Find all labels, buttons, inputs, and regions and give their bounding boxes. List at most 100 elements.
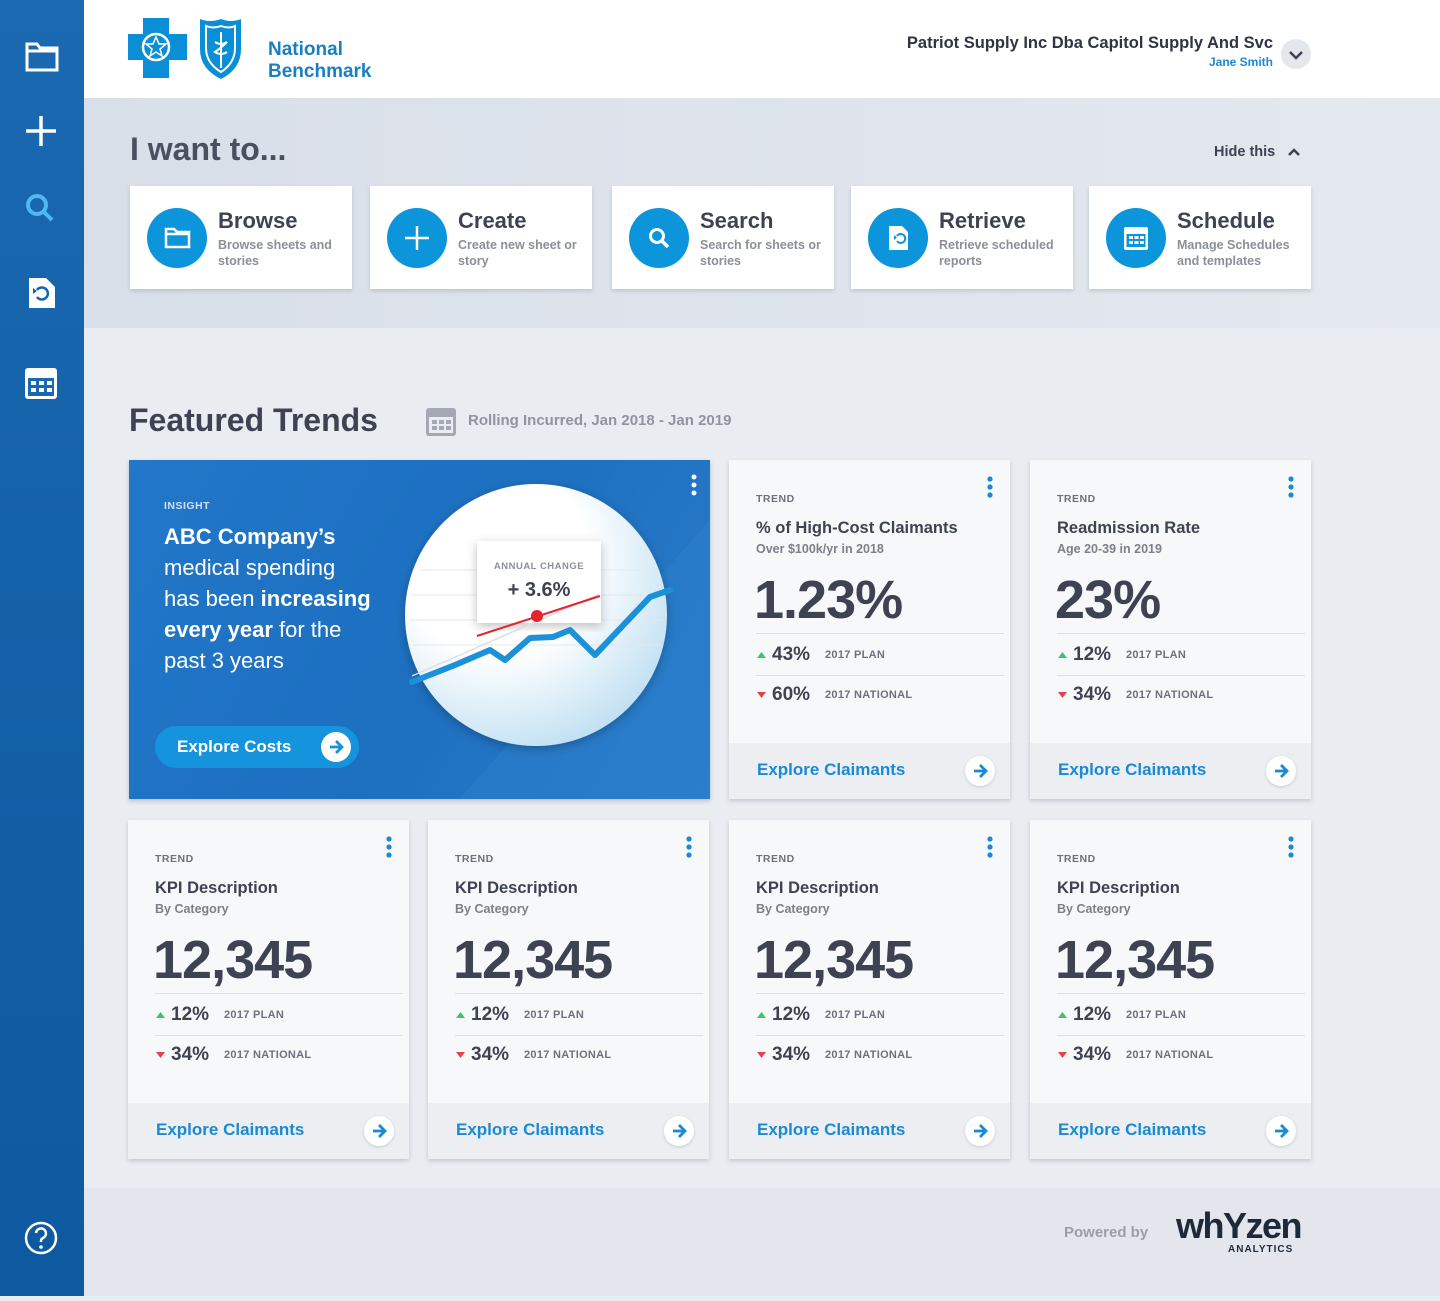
arrow-button[interactable] <box>965 1116 995 1146</box>
action-card[interactable]: Search Search for sheets or stories <box>612 186 834 289</box>
trend-arrow <box>1058 692 1067 698</box>
card-menu[interactable] <box>985 834 995 862</box>
action-desc[interactable]: Create new sheet or story <box>458 238 577 268</box>
footer <box>84 1188 1440 1296</box>
compare-value: 34% <box>1073 684 1112 705</box>
divider <box>155 1035 403 1036</box>
action-icon[interactable] <box>147 208 207 268</box>
section-title: Featured Trends <box>129 402 378 438</box>
explore-link[interactable]: Explore Claimants <box>757 760 906 779</box>
action-icon[interactable] <box>868 208 928 268</box>
calendar-icon <box>426 408 456 436</box>
compare-label: 2017 PLAN <box>1126 1009 1187 1021</box>
insight-line: past 3 years <box>164 645 371 676</box>
action-title[interactable]: Search <box>700 208 774 233</box>
action-card[interactable]: Retrieve Retrieve scheduled reports <box>851 186 1073 289</box>
footer-logo-sub: ANALYTICS <box>1228 1244 1294 1255</box>
card-menu[interactable] <box>684 834 694 862</box>
arrow-button[interactable] <box>664 1116 694 1146</box>
compare-value: 43% <box>772 644 811 665</box>
card-label: TREND <box>756 853 795 865</box>
nav-search[interactable] <box>26 194 54 222</box>
arrow-button[interactable] <box>1266 1116 1296 1146</box>
action-glyph[interactable] <box>629 208 689 268</box>
arrow-glyph[interactable] <box>1266 1116 1296 1146</box>
action-title[interactable]: Browse <box>218 208 298 233</box>
powered-by: Powered by <box>1064 1224 1149 1241</box>
card-menu[interactable] <box>384 834 394 862</box>
action-card[interactable]: Schedule Manage Schedules and templates <box>1089 186 1311 289</box>
arrow-glyph[interactable] <box>364 1116 394 1146</box>
action-title[interactable]: Create <box>458 208 527 233</box>
trend-arrow <box>156 1012 165 1018</box>
action-glyph[interactable] <box>1106 208 1166 268</box>
hide-chevron[interactable] <box>1287 145 1301 159</box>
card-title: % of High-Cost Claimants <box>756 519 958 537</box>
action-desc[interactable]: Retrieve scheduled reports <box>939 238 1054 268</box>
trend-card: TREND KPI Description By Category 12,345 12%… <box>428 820 709 1159</box>
card-menu[interactable] <box>1286 834 1296 862</box>
action-title[interactable]: Schedule <box>1177 208 1275 233</box>
arrow-button[interactable] <box>364 1116 394 1146</box>
nav-retrieve[interactable] <box>29 278 55 308</box>
action-icon[interactable] <box>629 208 689 268</box>
nav-help[interactable] <box>24 1221 58 1255</box>
chart-label: ANNUAL CHANGE <box>493 561 585 572</box>
insight-segment: increasing <box>260 586 371 611</box>
insight-segment: past 3 years <box>164 648 284 673</box>
arrow-button[interactable] <box>1266 756 1296 786</box>
card-menu[interactable] <box>1286 474 1296 502</box>
action-desc[interactable]: Browse sheets and stories <box>218 238 332 268</box>
explore-link[interactable]: Explore Claimants <box>1058 760 1207 779</box>
card-label: TREND <box>455 853 494 865</box>
action-glyph[interactable] <box>868 208 928 268</box>
nav-create[interactable] <box>26 116 56 146</box>
action-glyph[interactable] <box>147 208 207 268</box>
divider <box>756 633 1004 634</box>
action-icon[interactable] <box>1106 208 1166 268</box>
sidebar <box>0 0 84 1296</box>
arrow-glyph[interactable] <box>1266 756 1296 786</box>
compare-value: 12% <box>171 1004 210 1025</box>
arrow-glyph[interactable] <box>965 1116 995 1146</box>
compare-label: 2017 PLAN <box>825 649 886 661</box>
action-card[interactable]: Create Create new sheet or story <box>370 186 592 289</box>
compare-label: 2017 NATIONAL <box>1126 1049 1214 1061</box>
card-subtitle: Over $100k/yr in 2018 <box>756 542 884 556</box>
trend-arrow <box>1058 652 1067 658</box>
explore-link[interactable]: Explore Claimants <box>1058 1120 1207 1139</box>
explore-link[interactable]: Explore Claimants <box>156 1120 305 1139</box>
action-desc[interactable]: Search for sheets or stories <box>700 238 821 268</box>
nav-schedule[interactable] <box>25 368 57 399</box>
compare-value: 12% <box>471 1004 510 1025</box>
action-card[interactable]: Browse Browse sheets and stories <box>130 186 352 289</box>
period: Rolling Incurred, Jan 2018 - Jan 2019 <box>468 412 732 429</box>
explore-costs-button[interactable]: Explore Costs <box>155 726 359 768</box>
nav-browse[interactable] <box>25 42 59 72</box>
button-arrow[interactable] <box>321 732 351 762</box>
card-menu[interactable] <box>985 474 995 502</box>
action-icon[interactable] <box>387 208 447 268</box>
trend-arrow <box>757 692 766 698</box>
account-menu[interactable] <box>1280 38 1312 70</box>
compare-value: 12% <box>1073 1004 1112 1025</box>
brand-logo <box>128 18 241 79</box>
button-label[interactable]: Explore Costs <box>177 737 292 756</box>
hide-toggle[interactable]: Hide this <box>1214 144 1276 160</box>
action-desc[interactable]: Manage Schedules and templates <box>1177 238 1290 268</box>
explore-link[interactable]: Explore Claimants <box>456 1120 605 1139</box>
card-value: 12,345 <box>754 930 914 990</box>
divider <box>1057 1035 1305 1036</box>
arrow-glyph[interactable] <box>664 1116 694 1146</box>
card-footer: Explore Claimants <box>1030 1103 1311 1159</box>
action-title[interactable]: Retrieve <box>939 208 1026 233</box>
insight-line: ABC Company’s <box>164 521 371 552</box>
insight-segment: every year <box>164 617 273 642</box>
action-glyph[interactable] <box>387 208 447 268</box>
card-footer: Explore Claimants <box>1030 743 1311 799</box>
explore-link[interactable]: Explore Claimants <box>757 1120 906 1139</box>
arrow-button[interactable] <box>965 756 995 786</box>
trend-arrow <box>757 652 766 658</box>
chart-value: + 3.6% <box>507 579 571 601</box>
arrow-glyph[interactable] <box>965 756 995 786</box>
